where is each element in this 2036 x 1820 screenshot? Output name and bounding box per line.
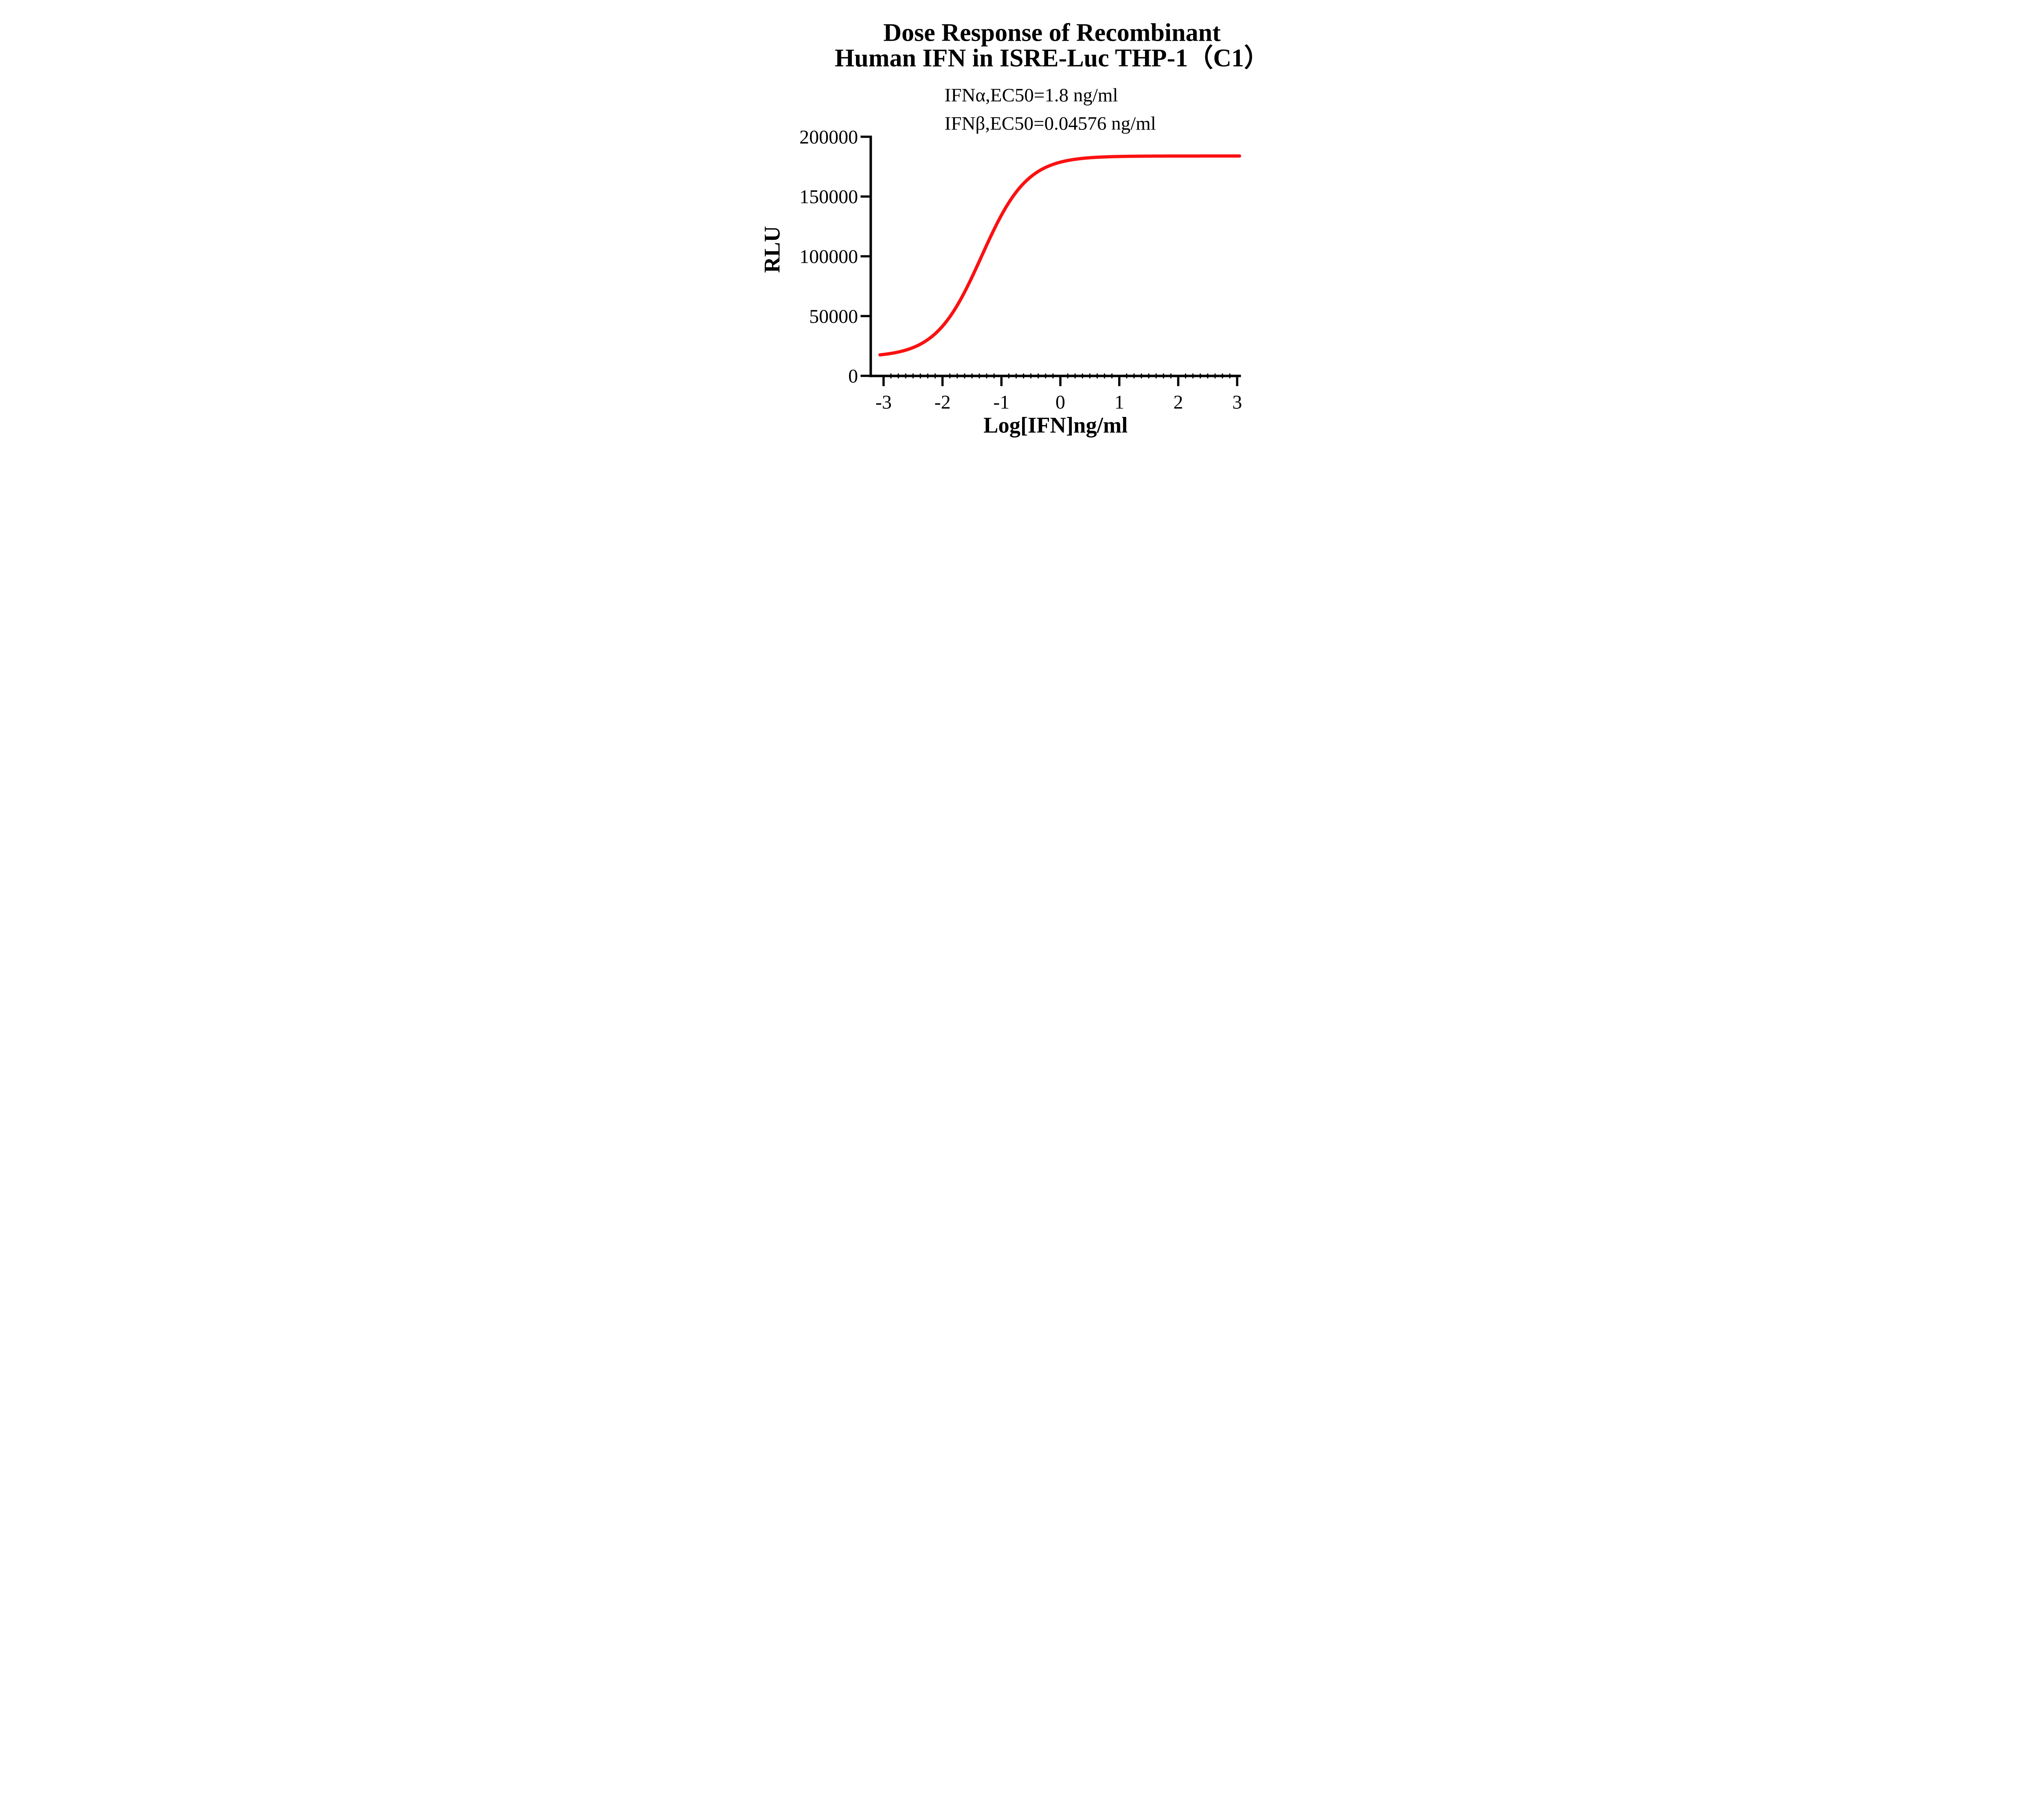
y-tick-label: 150000 — [799, 186, 858, 208]
y-tick — [860, 195, 869, 198]
y-tick-label: 0 — [848, 366, 858, 387]
y-tick-label: 100000 — [799, 246, 858, 268]
ifn-beta-fit-curve — [878, 154, 1241, 357]
legend-label-ifn-beta: IFNβ,EC50=0.04576 ng/ml — [944, 113, 1156, 134]
y-tick — [860, 375, 869, 377]
x-tick-label: 1 — [1114, 391, 1124, 413]
x-tick-label: 3 — [1232, 391, 1242, 413]
y-axis-title: RLU — [759, 226, 784, 273]
y-tick — [860, 136, 869, 138]
chart-title-line-2: Human IFN in ISRE-Luc THP-1（C1） — [834, 44, 1269, 72]
axes-layer: 0 50000 100000 150000 200000 -3 -2 -1 0 1 2 3 — [799, 126, 1242, 413]
y-tick — [860, 315, 869, 318]
x-tick — [1235, 377, 1238, 386]
legend-label-ifn-alpha: IFNα,EC50=1.8 ng/ml — [944, 85, 1118, 106]
y-tick-label: 50000 — [809, 306, 858, 327]
x-tick-label: -2 — [934, 391, 950, 413]
x-tick — [882, 377, 885, 386]
y-axis-line — [869, 136, 872, 377]
y-tick-label: 200000 — [799, 126, 858, 148]
x-tick — [1177, 377, 1179, 386]
chart-title-line-1: Dose Response of Recombinant — [883, 19, 1221, 47]
x-tick-label: -1 — [993, 391, 1009, 413]
x-tick — [1059, 377, 1062, 386]
x-axis-title: Log[IFN]ng/ml — [983, 412, 1128, 437]
fit-curves-layer — [878, 154, 1241, 357]
x-tick-label: -3 — [875, 391, 891, 413]
y-tick — [860, 255, 869, 258]
x-tick — [1000, 377, 1003, 386]
dose-response-chart: Dose Response of Recombinant Human IFN i… — [759, 19, 1269, 438]
dose-response-figure: Dose Response of Recombinant Human IFN i… — [746, 0, 1290, 455]
x-tick-label: 0 — [1055, 391, 1065, 413]
x-tick — [1118, 377, 1121, 386]
x-axis-line — [869, 375, 1241, 377]
x-tick-label: 2 — [1173, 391, 1183, 413]
x-tick — [941, 377, 943, 386]
